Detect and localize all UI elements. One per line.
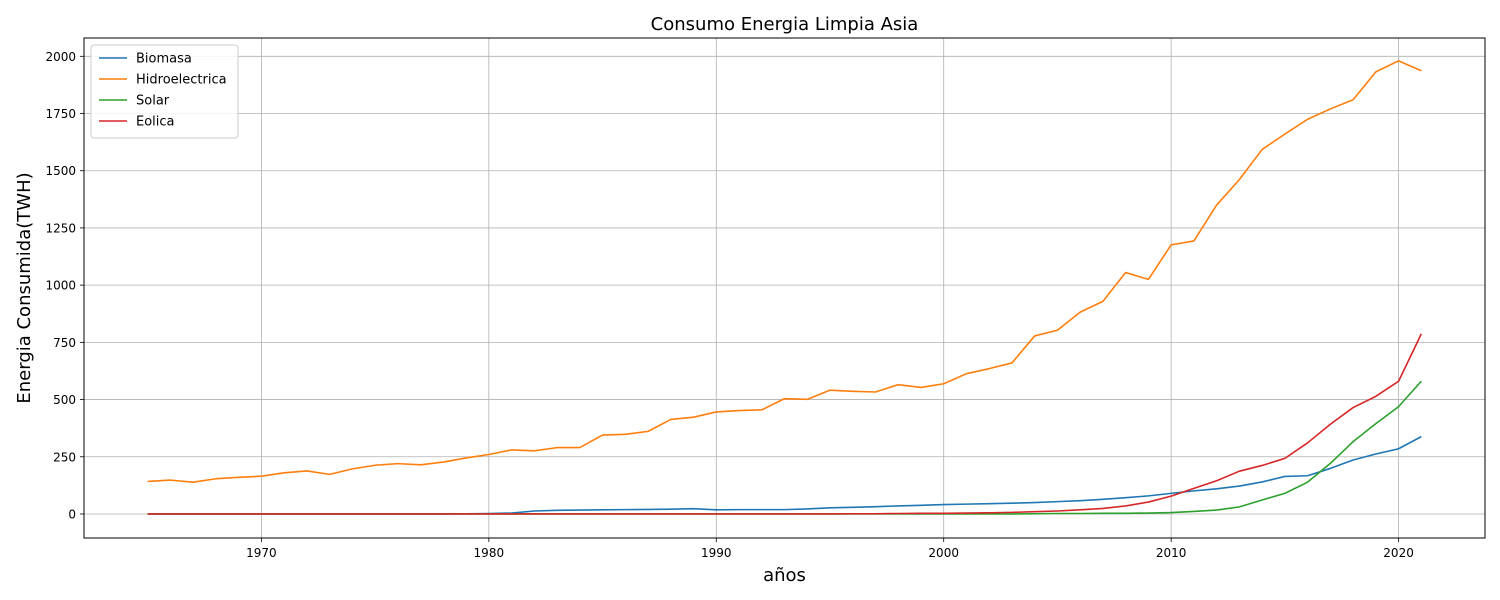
y-tick-label: 1000 bbox=[45, 279, 76, 293]
legend-label-biomasa: Biomasa bbox=[136, 52, 192, 67]
x-tick-label: 1980 bbox=[474, 546, 505, 560]
y-tick-label: 500 bbox=[53, 393, 76, 407]
legend: Biomasa Hidroelectrica Solar Eolica bbox=[90, 44, 239, 139]
legend-label-hidroelectrica: Hidroelectrica bbox=[136, 73, 227, 88]
y-tick-label: 750 bbox=[53, 336, 76, 350]
y-axis-label: Energia Consumida(TWH) bbox=[14, 172, 35, 403]
grid-lines bbox=[84, 38, 1485, 538]
x-tick-label: 2010 bbox=[1156, 546, 1187, 560]
plot-frame bbox=[83, 37, 1486, 539]
axis-ticks: 1970 1980 1990 2000 2010 2020 0 250 500 750 1000 12… bbox=[45, 50, 1413, 560]
legend-box bbox=[90, 44, 239, 139]
y-tick-label: 1250 bbox=[45, 221, 76, 235]
x-tick-label: 2020 bbox=[1383, 546, 1414, 560]
y-tick-label: 1750 bbox=[45, 107, 76, 121]
series-line-eolica bbox=[147, 333, 1423, 515]
series-lines bbox=[147, 60, 1423, 515]
x-tick-label: 2000 bbox=[928, 546, 959, 560]
x-axis-label: años bbox=[763, 565, 806, 586]
x-tick-label: 1990 bbox=[701, 546, 732, 560]
legend-label-eolica: Eolica bbox=[136, 115, 175, 130]
y-tick-label: 0 bbox=[68, 507, 76, 521]
x-tick-label: 1970 bbox=[246, 546, 277, 560]
series-line-hidroelectrica bbox=[147, 60, 1422, 483]
chart-title: Consumo Energia Limpia Asia bbox=[651, 14, 919, 35]
legend-label-solar: Solar bbox=[136, 94, 170, 109]
y-tick-label: 1500 bbox=[45, 164, 76, 178]
y-tick-label: 250 bbox=[53, 450, 76, 464]
y-tick-label: 2000 bbox=[45, 50, 76, 64]
